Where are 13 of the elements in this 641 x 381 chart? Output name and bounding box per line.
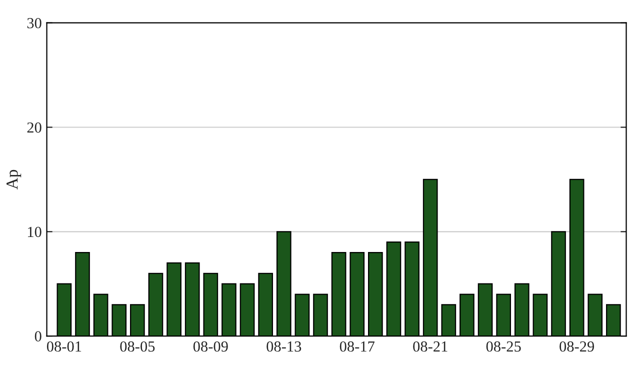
x-tick-label: 08-05 <box>120 341 155 352</box>
y-tick-label: 0 <box>34 331 42 342</box>
x-tick-label: 08-29 <box>560 341 594 352</box>
x-tick-label: 08-01 <box>46 341 82 352</box>
y-tick-label: 30 <box>27 18 42 28</box>
x-tick-label: 08-17 <box>340 341 375 352</box>
y-tick-label: 20 <box>27 122 42 133</box>
x-tick-label: 08-21 <box>413 341 448 352</box>
x-tick-label: 08-25 <box>486 341 521 352</box>
x-tick-label: 08-09 <box>193 341 228 352</box>
y-tick-label: 10 <box>28 226 42 238</box>
y-axis-title: Ap <box>6 170 22 190</box>
x-tick-label: 08-13 <box>266 341 302 352</box>
